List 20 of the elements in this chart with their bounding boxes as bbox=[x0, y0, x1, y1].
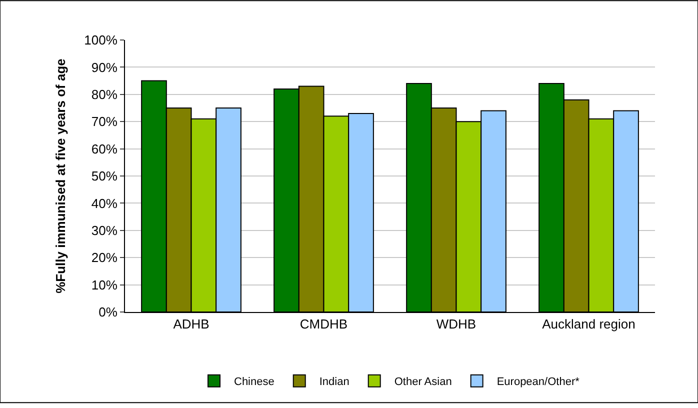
x-tick-label: Auckland region bbox=[542, 316, 636, 332]
y-tick-label: 0% bbox=[98, 304, 118, 320]
y-tick-label: 50% bbox=[91, 168, 118, 184]
x-tick-label: CMDHB bbox=[300, 316, 348, 332]
legend-label: European/Other* bbox=[496, 376, 580, 388]
y-tick-label: 30% bbox=[91, 222, 118, 238]
legend-label: Chinese bbox=[234, 376, 274, 388]
legend-label: Other Asian bbox=[394, 376, 452, 388]
x-tick-label: WDHB bbox=[436, 316, 476, 332]
y-tick-label: 20% bbox=[91, 250, 118, 266]
legend-label: Indian bbox=[319, 376, 350, 388]
y-tick-label: 80% bbox=[91, 86, 118, 102]
y-tick-label: 90% bbox=[91, 60, 118, 75]
y-tick-label: 100% bbox=[84, 32, 118, 48]
y-tick-label: 70% bbox=[91, 114, 118, 130]
x-tick-label: ADHB bbox=[173, 316, 210, 332]
y-axis-title: %Fully immunised at five years of age bbox=[53, 58, 68, 294]
y-tick-label: 40% bbox=[91, 196, 118, 211]
y-tick-label: 10% bbox=[91, 277, 118, 292]
y-tick-label: 60% bbox=[91, 141, 118, 156]
